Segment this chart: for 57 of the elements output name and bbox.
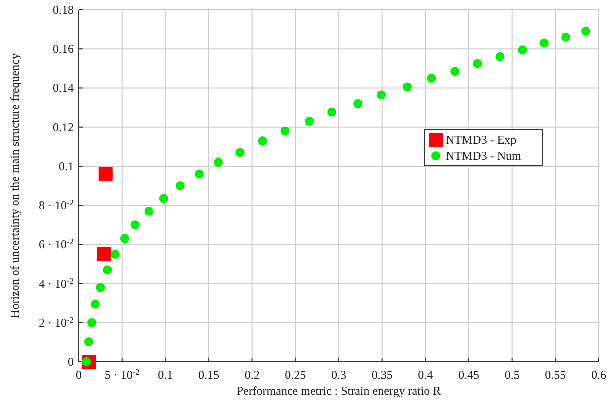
point (144, 206, 154, 216)
point (280, 126, 290, 136)
point (110, 250, 120, 259)
point (214, 158, 224, 168)
x-tick-label: 0.1 (158, 368, 174, 382)
point (90, 300, 100, 309)
point (98, 167, 113, 182)
x-tick-label: 0.15 (198, 368, 220, 382)
point (258, 136, 268, 146)
point (103, 266, 112, 275)
point (328, 108, 337, 117)
x-tick-label: 0.3 (332, 368, 346, 382)
y-tick-label: 0.18 (53, 3, 74, 17)
y-axis-title: Horizon of uncertainty on the main structure frequency (8, 54, 22, 318)
point (518, 46, 528, 55)
y-tick-label: 8 · 10$^{-2}$ (39, 198, 74, 213)
x-tick-label: 0.45 (458, 368, 480, 382)
y-tick-label: 6 · 10$^{-2}$ (39, 237, 74, 252)
x-axis-title: Performance metric : Strain energy ratio R (236, 384, 442, 398)
point (402, 82, 412, 92)
point (96, 283, 106, 292)
x-tick-label: 0.6 (592, 368, 606, 382)
point (582, 27, 590, 36)
x-tick-label: 5 · 10$^{-2}$ (104, 368, 140, 382)
point (236, 148, 245, 158)
x-tick-label: 0.55 (545, 368, 566, 382)
legend-label: NTMD3 - Num (446, 149, 522, 163)
x-tick-label: 0.35 (372, 368, 393, 382)
point (376, 90, 386, 100)
point (120, 234, 130, 244)
point (194, 170, 204, 179)
x-tick-label: 0.2 (244, 368, 260, 382)
y-tick-label: 2 · 10$^{-2}$ (39, 315, 74, 330)
y-tick-label: 0.14 (53, 81, 74, 96)
x-tick-label: 0.25 (285, 368, 306, 382)
y-tick-label: 0.1 (59, 159, 74, 174)
y-tick-label: 0.16 (53, 42, 74, 56)
y-tick-label: 0.12 (53, 120, 74, 134)
point (450, 67, 460, 76)
point (176, 182, 185, 190)
point (427, 74, 436, 83)
point (562, 32, 571, 42)
point (354, 99, 363, 108)
y-tick-label: 0 (68, 355, 74, 369)
legend-label: NTMD3 - Exp (446, 133, 517, 147)
point (88, 318, 96, 328)
point (159, 194, 168, 204)
point (130, 220, 140, 230)
x-tick-label: 0.5 (504, 368, 520, 382)
point (540, 38, 549, 48)
point (473, 59, 482, 68)
x-tick-label: 0.4 (418, 368, 434, 382)
y-tick-label: 4 · 10$^{-2}$ (39, 276, 74, 291)
point (97, 247, 112, 262)
point (496, 52, 505, 62)
point (305, 116, 314, 126)
point (84, 338, 94, 347)
